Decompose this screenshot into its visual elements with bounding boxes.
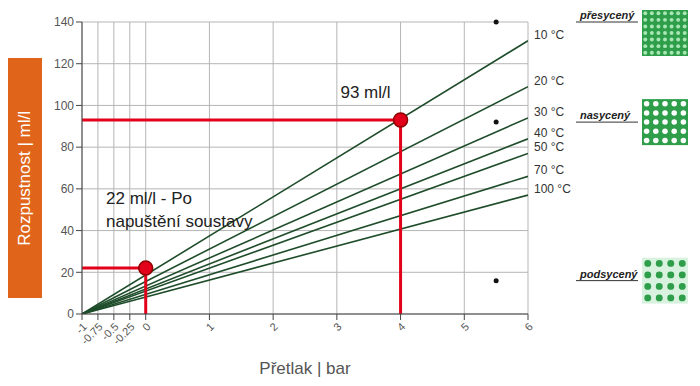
svg-text:0: 0 xyxy=(140,320,153,333)
svg-text:-0.5: -0.5 xyxy=(98,320,121,343)
svg-text:120: 120 xyxy=(54,57,74,71)
svg-text:140: 140 xyxy=(54,15,74,29)
svg-text:10 °C: 10 °C xyxy=(534,28,564,42)
svg-text:30 °C: 30 °C xyxy=(534,105,564,119)
svg-text:5: 5 xyxy=(458,320,471,333)
svg-text:60: 60 xyxy=(61,182,75,196)
svg-text:100: 100 xyxy=(54,99,74,113)
svg-text:70 °C: 70 °C xyxy=(534,163,564,177)
svg-text:100 °C: 100 °C xyxy=(534,182,571,196)
html-text:Rozpustnost | ml/l: Rozpustnost | ml/l xyxy=(15,110,34,246)
svg-text:2: 2 xyxy=(267,320,280,333)
svg-text:93 ml/l: 93 ml/l xyxy=(340,83,390,102)
svg-text:4: 4 xyxy=(395,320,408,333)
svg-text:podsycený: podsycený xyxy=(579,268,638,280)
svg-text:20: 20 xyxy=(61,266,75,280)
svg-text:40: 40 xyxy=(61,224,75,238)
svg-text:0: 0 xyxy=(67,307,74,321)
svg-text:-1: -1 xyxy=(73,320,89,336)
svg-text:-0.75: -0.75 xyxy=(78,320,105,347)
svg-text:Přetlak | bar: Přetlak | bar xyxy=(259,359,351,378)
svg-text:6: 6 xyxy=(522,320,535,333)
svg-text:přesycený: přesycený xyxy=(579,9,635,21)
svg-text:20 °C: 20 °C xyxy=(534,74,564,88)
svg-text:22 ml/l - Ponapuštění soustavy: 22 ml/l - Ponapuštění soustavy xyxy=(106,189,253,231)
svg-text:-0.25: -0.25 xyxy=(111,320,137,346)
svg-text:40 °C: 40 °C xyxy=(534,126,564,140)
svg-text:nasycený: nasycený xyxy=(580,109,631,121)
svg-text:50 °C: 50 °C xyxy=(534,140,564,154)
svg-text:1: 1 xyxy=(204,320,217,333)
svg-text:3: 3 xyxy=(331,320,344,333)
svg-text:80: 80 xyxy=(61,140,75,154)
